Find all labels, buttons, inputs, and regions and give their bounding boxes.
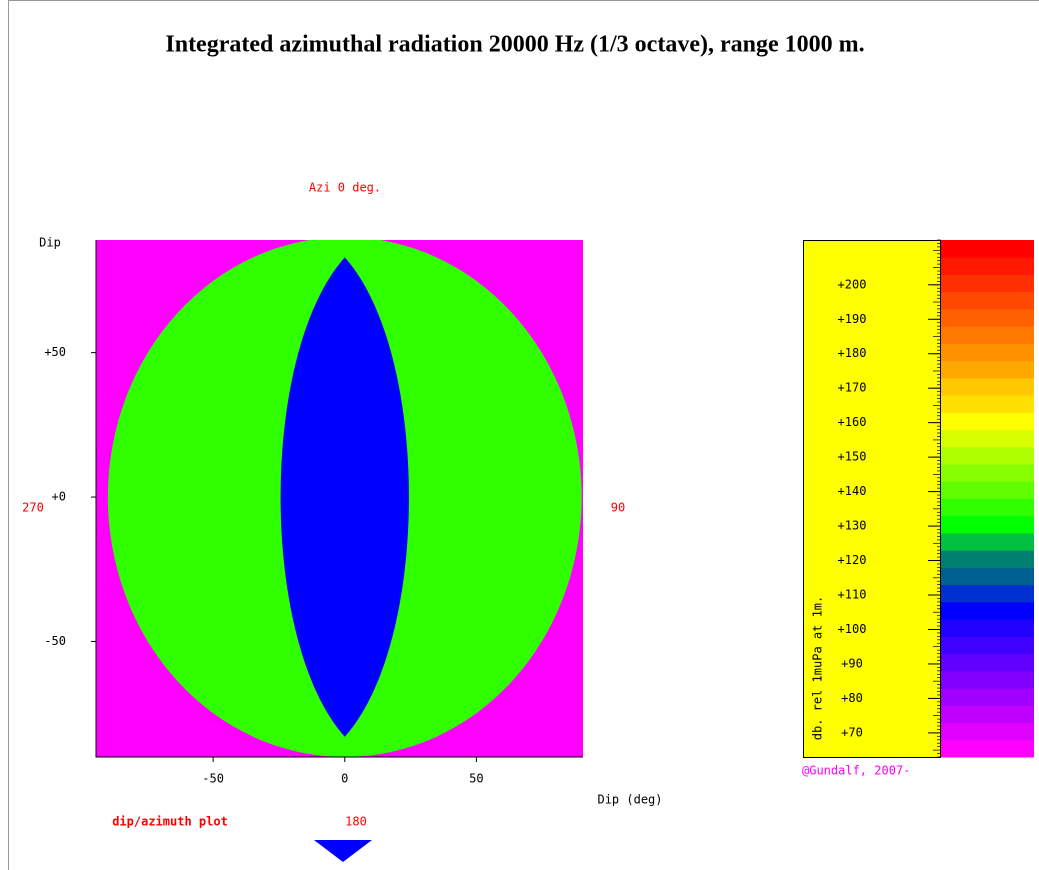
y-tick-label: -50 xyxy=(44,634,66,648)
colorbar-band xyxy=(941,291,1034,310)
colorbar-band xyxy=(941,446,1034,465)
y-tick-label: +0 xyxy=(52,490,66,504)
y-axis-label: Dip xyxy=(39,236,61,250)
colorbar-tick-label: +180 xyxy=(838,346,867,360)
chart-title: Integrated azimuthal radiation 20000 Hz … xyxy=(165,32,864,58)
direction-arrow[interactable] xyxy=(314,840,372,862)
colorbar-band xyxy=(941,481,1034,499)
colorbar-band xyxy=(941,584,1034,603)
left-label: 270 xyxy=(22,501,44,515)
x-axis-label: Dip (deg) xyxy=(597,793,662,807)
colorbar-band xyxy=(941,308,1034,327)
colorbar-tick-label: +70 xyxy=(841,725,863,739)
right-label: 90 xyxy=(611,501,625,515)
credit: @Gundalf, 2007- xyxy=(802,764,910,778)
axis-frame xyxy=(95,240,583,758)
x-tick-label: 50 xyxy=(469,772,483,786)
colorbar-band xyxy=(941,429,1034,448)
colorbar-band xyxy=(941,601,1034,620)
colorbar-tick-label: +80 xyxy=(841,691,863,705)
colorbar-band xyxy=(941,274,1034,293)
colorbar-tick-label: +130 xyxy=(838,519,867,533)
colorbar-tick-label: +160 xyxy=(838,415,867,429)
colorbar-band xyxy=(941,377,1034,396)
colorbar-band xyxy=(941,412,1034,431)
colorbar-band xyxy=(941,670,1034,689)
colorbar-band xyxy=(941,257,1034,275)
colorbar-band xyxy=(941,360,1034,379)
colorbar-label: db. rel 1muPa at 1m. xyxy=(811,596,825,741)
colorbar-band xyxy=(941,705,1034,724)
bottom-label: 180 xyxy=(345,815,367,829)
colorbar-band xyxy=(941,532,1034,551)
colorbar-band xyxy=(941,653,1034,672)
colorbar-tick-label: +100 xyxy=(838,622,867,636)
colorbar-band xyxy=(941,464,1034,482)
colorbar-tick-label: +120 xyxy=(838,553,867,567)
colorbar-band xyxy=(941,343,1034,362)
colorbar-band xyxy=(941,567,1034,586)
colorbar-band xyxy=(941,739,1034,758)
colorbar-tick-label: +200 xyxy=(838,277,867,291)
colorbar-band xyxy=(941,515,1034,534)
plot-name: dip/azimuth plot xyxy=(112,815,228,829)
y-tick-label: +50 xyxy=(44,345,66,359)
colorbar-band xyxy=(941,722,1034,741)
top-label: Azi 0 deg. xyxy=(309,181,381,195)
colorbar-tick-label: +140 xyxy=(838,484,867,498)
colorbar-band xyxy=(941,550,1034,568)
colorbar-band xyxy=(941,688,1034,706)
colorbar-band xyxy=(941,395,1034,413)
colorbar-band xyxy=(941,636,1034,655)
colorbar-band xyxy=(941,240,1034,258)
colorbar-band xyxy=(941,326,1034,344)
colorbar-band xyxy=(941,498,1034,517)
colorbar-panel xyxy=(803,240,941,758)
colorbar-band xyxy=(941,619,1034,637)
x-tick-label: 0 xyxy=(341,772,348,786)
colorbar-tick-label: +190 xyxy=(838,312,867,326)
colorbar-tick-label: +150 xyxy=(838,450,867,464)
x-tick-label: -50 xyxy=(202,772,224,786)
colorbar-tick-label: +110 xyxy=(838,588,867,602)
field-lobe xyxy=(280,257,409,737)
colorbar-tick-label: +90 xyxy=(841,656,863,670)
colorbar-tick-label: +170 xyxy=(838,381,867,395)
